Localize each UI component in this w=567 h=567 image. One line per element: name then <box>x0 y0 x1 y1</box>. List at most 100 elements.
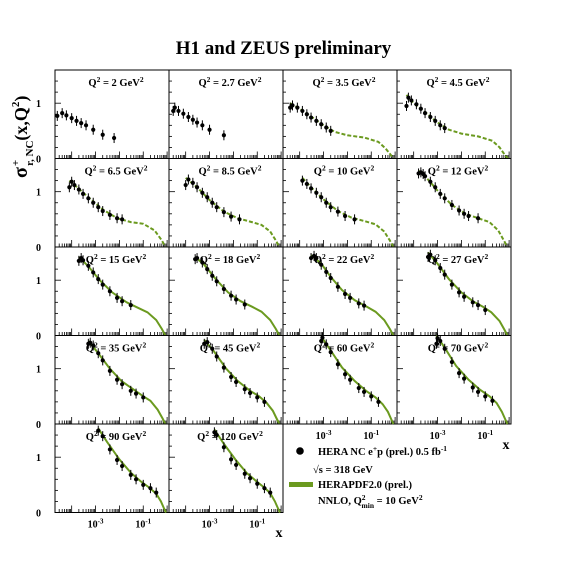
data-point <box>96 205 101 210</box>
data-point <box>324 200 329 205</box>
data-point <box>433 118 438 123</box>
data-point <box>319 262 324 267</box>
data-point <box>483 307 488 313</box>
data-point <box>100 282 105 287</box>
data-point <box>72 182 77 188</box>
data-point <box>324 125 329 130</box>
data-point <box>234 462 239 468</box>
panel-label: Q2 = 3.5 GeV2 <box>312 75 375 89</box>
data-point <box>308 255 314 261</box>
data-point <box>210 346 215 351</box>
data-point <box>268 490 273 495</box>
data-point <box>462 294 467 299</box>
data-point <box>60 111 65 116</box>
data-point <box>91 127 96 132</box>
data-point <box>442 125 447 131</box>
data-point <box>314 118 319 123</box>
data-point <box>237 217 242 222</box>
data-point <box>207 127 212 132</box>
data-point <box>228 374 234 380</box>
y-tick-label: 0 <box>36 243 41 254</box>
data-point <box>449 202 454 208</box>
y-tick-label: 0 <box>36 332 41 343</box>
data-point <box>328 128 333 133</box>
panel-q2-45: Q2 = 45 GeV2 <box>168 335 284 425</box>
data-point <box>242 471 247 476</box>
data-point <box>114 295 120 300</box>
legend-sqrt-s: √s = 318 GeV <box>313 464 373 476</box>
data-point <box>418 106 423 111</box>
x-tick-label: 10-3 <box>88 518 104 531</box>
data-point <box>234 297 239 302</box>
data-point <box>361 389 367 395</box>
panel-q2-3-5: Q2 = 3.5 GeV2 <box>282 69 398 160</box>
data-point <box>96 351 101 356</box>
data-point <box>210 273 215 278</box>
data-point <box>214 279 219 284</box>
y-tick-label: 1 <box>36 276 41 287</box>
data-point <box>308 186 314 191</box>
data-point <box>462 211 467 216</box>
data-point <box>176 108 181 114</box>
panel-q2-27: Q2 = 27 GeV2 <box>396 246 512 336</box>
data-point <box>194 255 200 261</box>
data-point <box>86 263 91 268</box>
legend-data-marker <box>296 447 304 455</box>
data-point <box>190 117 195 122</box>
x-axis-label: x <box>503 438 510 453</box>
panel-q2-70: Q2 = 70 GeV2 <box>396 333 512 425</box>
fit-curve <box>405 94 509 160</box>
data-point <box>456 290 462 295</box>
data-point <box>422 174 428 179</box>
data-point <box>262 486 267 491</box>
data-point <box>404 103 409 109</box>
x-axis-label: x <box>276 526 283 541</box>
data-point <box>221 210 226 215</box>
panel-q2-22: Q2 = 22 GeV2 <box>282 246 398 336</box>
x-tick-label: 10-1 <box>477 429 493 442</box>
y-tick-label: 0 <box>36 420 41 431</box>
data-point <box>96 428 101 433</box>
data-point <box>91 200 96 205</box>
fit-curve <box>213 428 281 513</box>
data-point <box>112 135 117 141</box>
data-point <box>324 269 329 274</box>
data-point <box>435 336 440 341</box>
data-point <box>69 179 74 184</box>
panel-q2-2-7: Q2 = 2.7 GeV2 <box>168 69 284 159</box>
data-point <box>214 205 219 210</box>
data-point <box>449 359 454 365</box>
data-point <box>348 295 353 300</box>
data-point <box>290 103 295 108</box>
data-point <box>438 265 443 271</box>
data-point <box>74 118 79 123</box>
data-point <box>438 123 443 128</box>
panel-label: Q2 = 90 GeV2 <box>86 429 147 443</box>
data-point <box>470 300 475 305</box>
panel-label: Q2 = 12 GeV2 <box>428 164 489 178</box>
panel-label: Q2 = 15 GeV2 <box>86 252 147 266</box>
data-point <box>200 123 205 128</box>
data-point <box>221 445 226 450</box>
data-point <box>214 432 219 438</box>
data-point <box>428 114 433 120</box>
panel-q2-6-5: Q2 = 6.5 GeV2 <box>54 158 170 248</box>
data-point <box>120 217 125 222</box>
data-point <box>342 213 348 219</box>
panel-label: Q2 = 70 GeV2 <box>428 341 489 355</box>
x-tick-label: 10-1 <box>135 518 151 531</box>
data-point <box>356 385 361 391</box>
y-tick-label: 1 <box>36 188 41 199</box>
legend: HERA NC e+p (prel.) 0.5 fb-1 √s = 318 GeV… <box>289 444 447 510</box>
data-point <box>200 260 205 265</box>
panel-label: Q2 = 60 GeV2 <box>314 341 375 355</box>
data-point <box>205 267 210 272</box>
panel-q2-90: Q2 = 90 GeV2 <box>54 423 170 513</box>
data-point <box>319 122 324 127</box>
data-point <box>255 481 260 486</box>
data-point <box>64 113 69 118</box>
data-point <box>194 120 200 125</box>
data-point <box>55 113 60 119</box>
data-point <box>433 185 438 190</box>
data-point <box>107 368 112 373</box>
